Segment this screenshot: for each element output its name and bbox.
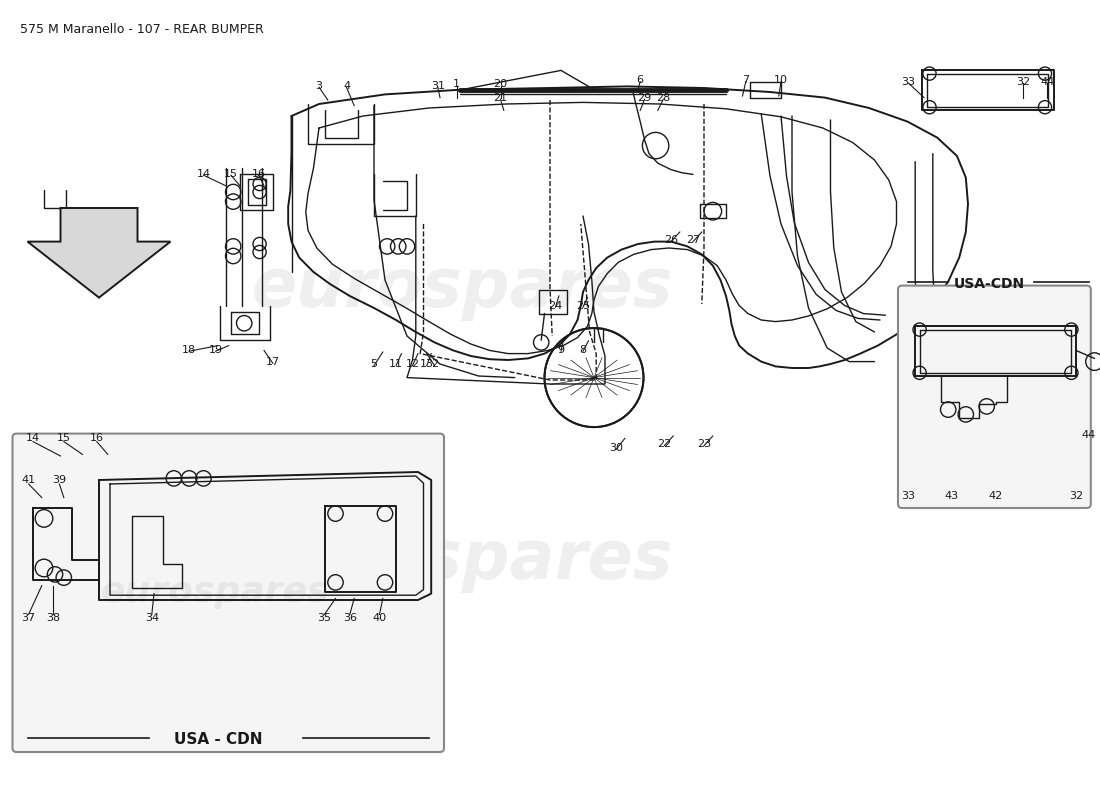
Text: 31: 31 [431, 81, 444, 90]
FancyBboxPatch shape [12, 434, 444, 752]
Text: 6: 6 [637, 75, 644, 85]
Text: 5: 5 [371, 359, 377, 369]
Text: 16: 16 [252, 169, 265, 178]
Text: 20: 20 [494, 79, 507, 89]
Text: 42: 42 [989, 491, 1002, 501]
Text: 10: 10 [774, 75, 788, 85]
Text: 37: 37 [22, 613, 35, 622]
Text: 38: 38 [46, 613, 59, 622]
Text: 13: 13 [420, 359, 433, 369]
Text: 44: 44 [1082, 430, 1096, 440]
Text: 21: 21 [494, 93, 507, 102]
Text: 23: 23 [697, 439, 711, 449]
Text: 26: 26 [664, 235, 678, 245]
Text: 2: 2 [431, 359, 438, 369]
Text: 575 M Maranello - 107 - REAR BUMPER: 575 M Maranello - 107 - REAR BUMPER [20, 23, 264, 36]
Text: 29: 29 [638, 93, 651, 102]
Text: 11: 11 [389, 359, 403, 369]
Text: 15: 15 [57, 433, 70, 442]
Text: 15: 15 [224, 169, 238, 178]
Text: 18: 18 [183, 345, 196, 354]
Text: 36: 36 [343, 613, 356, 622]
Text: 39: 39 [53, 475, 66, 485]
Text: 25: 25 [576, 301, 590, 310]
Text: 12: 12 [406, 359, 419, 369]
Text: 43: 43 [945, 491, 958, 501]
Text: USA - CDN: USA - CDN [174, 733, 262, 747]
Text: 22: 22 [658, 439, 671, 449]
Text: 3: 3 [316, 81, 322, 90]
Text: 33: 33 [902, 77, 915, 86]
Text: 7: 7 [742, 75, 749, 85]
Text: 30: 30 [609, 443, 623, 453]
Text: 32: 32 [1069, 491, 1082, 501]
Text: 14: 14 [26, 433, 40, 442]
Text: USA-CDN: USA-CDN [954, 277, 1024, 291]
Text: eurospares: eurospares [251, 255, 673, 321]
Text: 14: 14 [197, 169, 210, 178]
Text: 41: 41 [22, 475, 35, 485]
Text: 9: 9 [558, 345, 564, 354]
Text: 17: 17 [266, 357, 279, 366]
Text: 44: 44 [1041, 77, 1054, 86]
Text: eurospares: eurospares [251, 527, 673, 593]
Text: 19: 19 [209, 345, 222, 354]
FancyBboxPatch shape [898, 286, 1091, 508]
Text: 4: 4 [343, 81, 350, 90]
Text: 35: 35 [318, 613, 331, 622]
Text: 28: 28 [657, 93, 670, 102]
Text: 27: 27 [686, 235, 700, 245]
Text: 24: 24 [549, 301, 562, 310]
Text: 32: 32 [1016, 77, 1030, 86]
Text: 8: 8 [580, 345, 586, 354]
Text: 40: 40 [373, 613, 386, 622]
Text: eurospares: eurospares [100, 575, 329, 609]
Text: 33: 33 [902, 491, 915, 501]
Text: 1: 1 [453, 79, 460, 89]
Text: 16: 16 [90, 433, 103, 442]
Text: 34: 34 [145, 613, 158, 622]
Polygon shape [28, 208, 170, 298]
